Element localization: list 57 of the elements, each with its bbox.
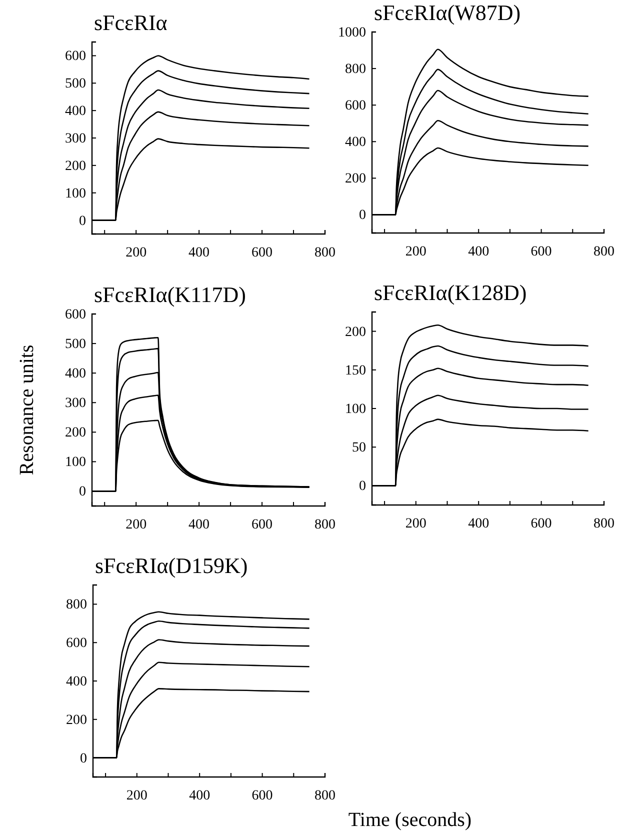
x-tick-label: 400 (468, 516, 490, 532)
x-tick-label: 200 (405, 244, 426, 260)
x-tick-label: 800 (314, 246, 336, 261)
x-tick-label: 200 (126, 788, 148, 804)
y-tick-label: 50 (352, 440, 366, 456)
y-tick-label: 0 (79, 484, 86, 500)
y-tick-label: 100 (65, 186, 86, 202)
chart-title: sFcεRIα(W87D) (374, 0, 521, 25)
y-tick-label: 300 (65, 396, 86, 412)
y-tick-label: 100 (65, 455, 86, 470)
y-tick-label: 400 (65, 366, 86, 382)
chart-title: sFcεRIα(K117D) (94, 282, 246, 307)
y-tick-label: 0 (359, 479, 366, 494)
y-tick-label: 800 (345, 62, 366, 78)
y-tick-label: 600 (65, 307, 86, 322)
y-axis-title: Resonance units (16, 344, 38, 476)
x-tick-label: 400 (468, 244, 490, 260)
y-tick-label: 400 (66, 674, 87, 690)
x-tick-label: 600 (252, 518, 273, 533)
x-axis-title: Time (seconds) (348, 809, 472, 831)
x-tick-label: 400 (188, 246, 210, 261)
x-tick-label: 400 (188, 518, 210, 533)
x-tick-label: 600 (530, 516, 552, 532)
x-tick-label: 800 (314, 518, 336, 533)
y-tick-label: 1000 (338, 25, 366, 40)
y-tick-label: 500 (65, 76, 86, 92)
chart-title: sFcεRIα(K128D) (374, 280, 527, 305)
x-tick-label: 600 (252, 788, 273, 804)
y-tick-label: 0 (359, 208, 366, 224)
y-tick-label: 200 (345, 172, 366, 187)
y-tick-label: 600 (65, 49, 86, 64)
y-tick-label: 400 (65, 104, 86, 120)
chart-title: sFcεRIα (94, 10, 168, 35)
chart-title: sFcεRIα(D159K) (95, 553, 248, 578)
y-tick-label: 300 (65, 131, 86, 146)
y-tick-label: 400 (345, 135, 366, 150)
y-tick-label: 600 (66, 636, 87, 652)
y-tick-label: 200 (66, 712, 87, 728)
y-tick-label: 100 (345, 402, 366, 417)
x-tick-label: 400 (189, 788, 210, 804)
x-tick-label: 600 (252, 246, 273, 261)
x-tick-label: 800 (594, 516, 614, 532)
x-tick-label: 800 (314, 788, 336, 804)
y-tick-label: 600 (345, 98, 366, 114)
y-tick-label: 0 (80, 751, 87, 766)
x-tick-label: 800 (594, 244, 614, 260)
x-tick-label: 200 (126, 518, 147, 533)
y-tick-label: 200 (345, 324, 366, 340)
y-tick-label: 800 (66, 598, 87, 613)
x-tick-label: 200 (126, 246, 147, 261)
y-tick-label: 200 (65, 158, 86, 174)
y-tick-label: 0 (79, 214, 86, 229)
y-tick-label: 150 (345, 363, 366, 378)
y-tick-label: 500 (65, 337, 86, 352)
x-tick-label: 600 (530, 244, 552, 260)
y-tick-label: 200 (65, 426, 86, 441)
x-tick-label: 200 (405, 516, 426, 532)
